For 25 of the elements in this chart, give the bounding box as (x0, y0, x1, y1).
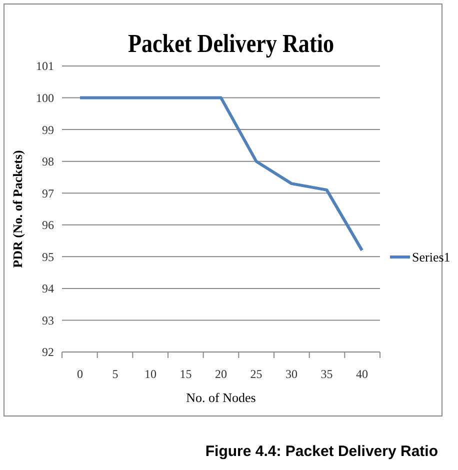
x-tick-label: 40 (356, 367, 368, 381)
y-tick-label: 99 (42, 122, 54, 137)
x-tick-label: 5 (112, 367, 118, 381)
x-axis-title: No. of Nodes (186, 390, 256, 405)
x-tick-label: 25 (250, 367, 262, 381)
y-axis-title: PDR (No. of Packets) (10, 150, 25, 268)
x-tick-label: 35 (320, 367, 333, 381)
x-tick-label: 30 (286, 367, 298, 381)
chart-title: Packet Delivery Ratio (128, 30, 334, 58)
x-tick-label: 10 (144, 367, 156, 381)
y-tick-label: 97 (42, 186, 54, 200)
y-tick-label: 101 (36, 59, 54, 74)
y-tick-label: 96 (42, 218, 54, 232)
legend-label: Series1 (412, 250, 450, 265)
y-tick-label: 93 (42, 313, 54, 328)
y-tick-label: 95 (42, 250, 54, 264)
y-tick-label: 92 (42, 345, 54, 360)
y-tick-label: 100 (36, 90, 54, 105)
caption: Figure 4.4: Packet Delivery Ratio (205, 443, 438, 460)
x-tick-label: 20 (215, 367, 227, 381)
y-tick-label: 94 (42, 282, 54, 296)
y-tick-label: 98 (42, 154, 54, 169)
line-series (78, 96, 364, 252)
x-tick-label: 0 (77, 367, 83, 381)
x-tick-label: 15 (180, 367, 192, 381)
